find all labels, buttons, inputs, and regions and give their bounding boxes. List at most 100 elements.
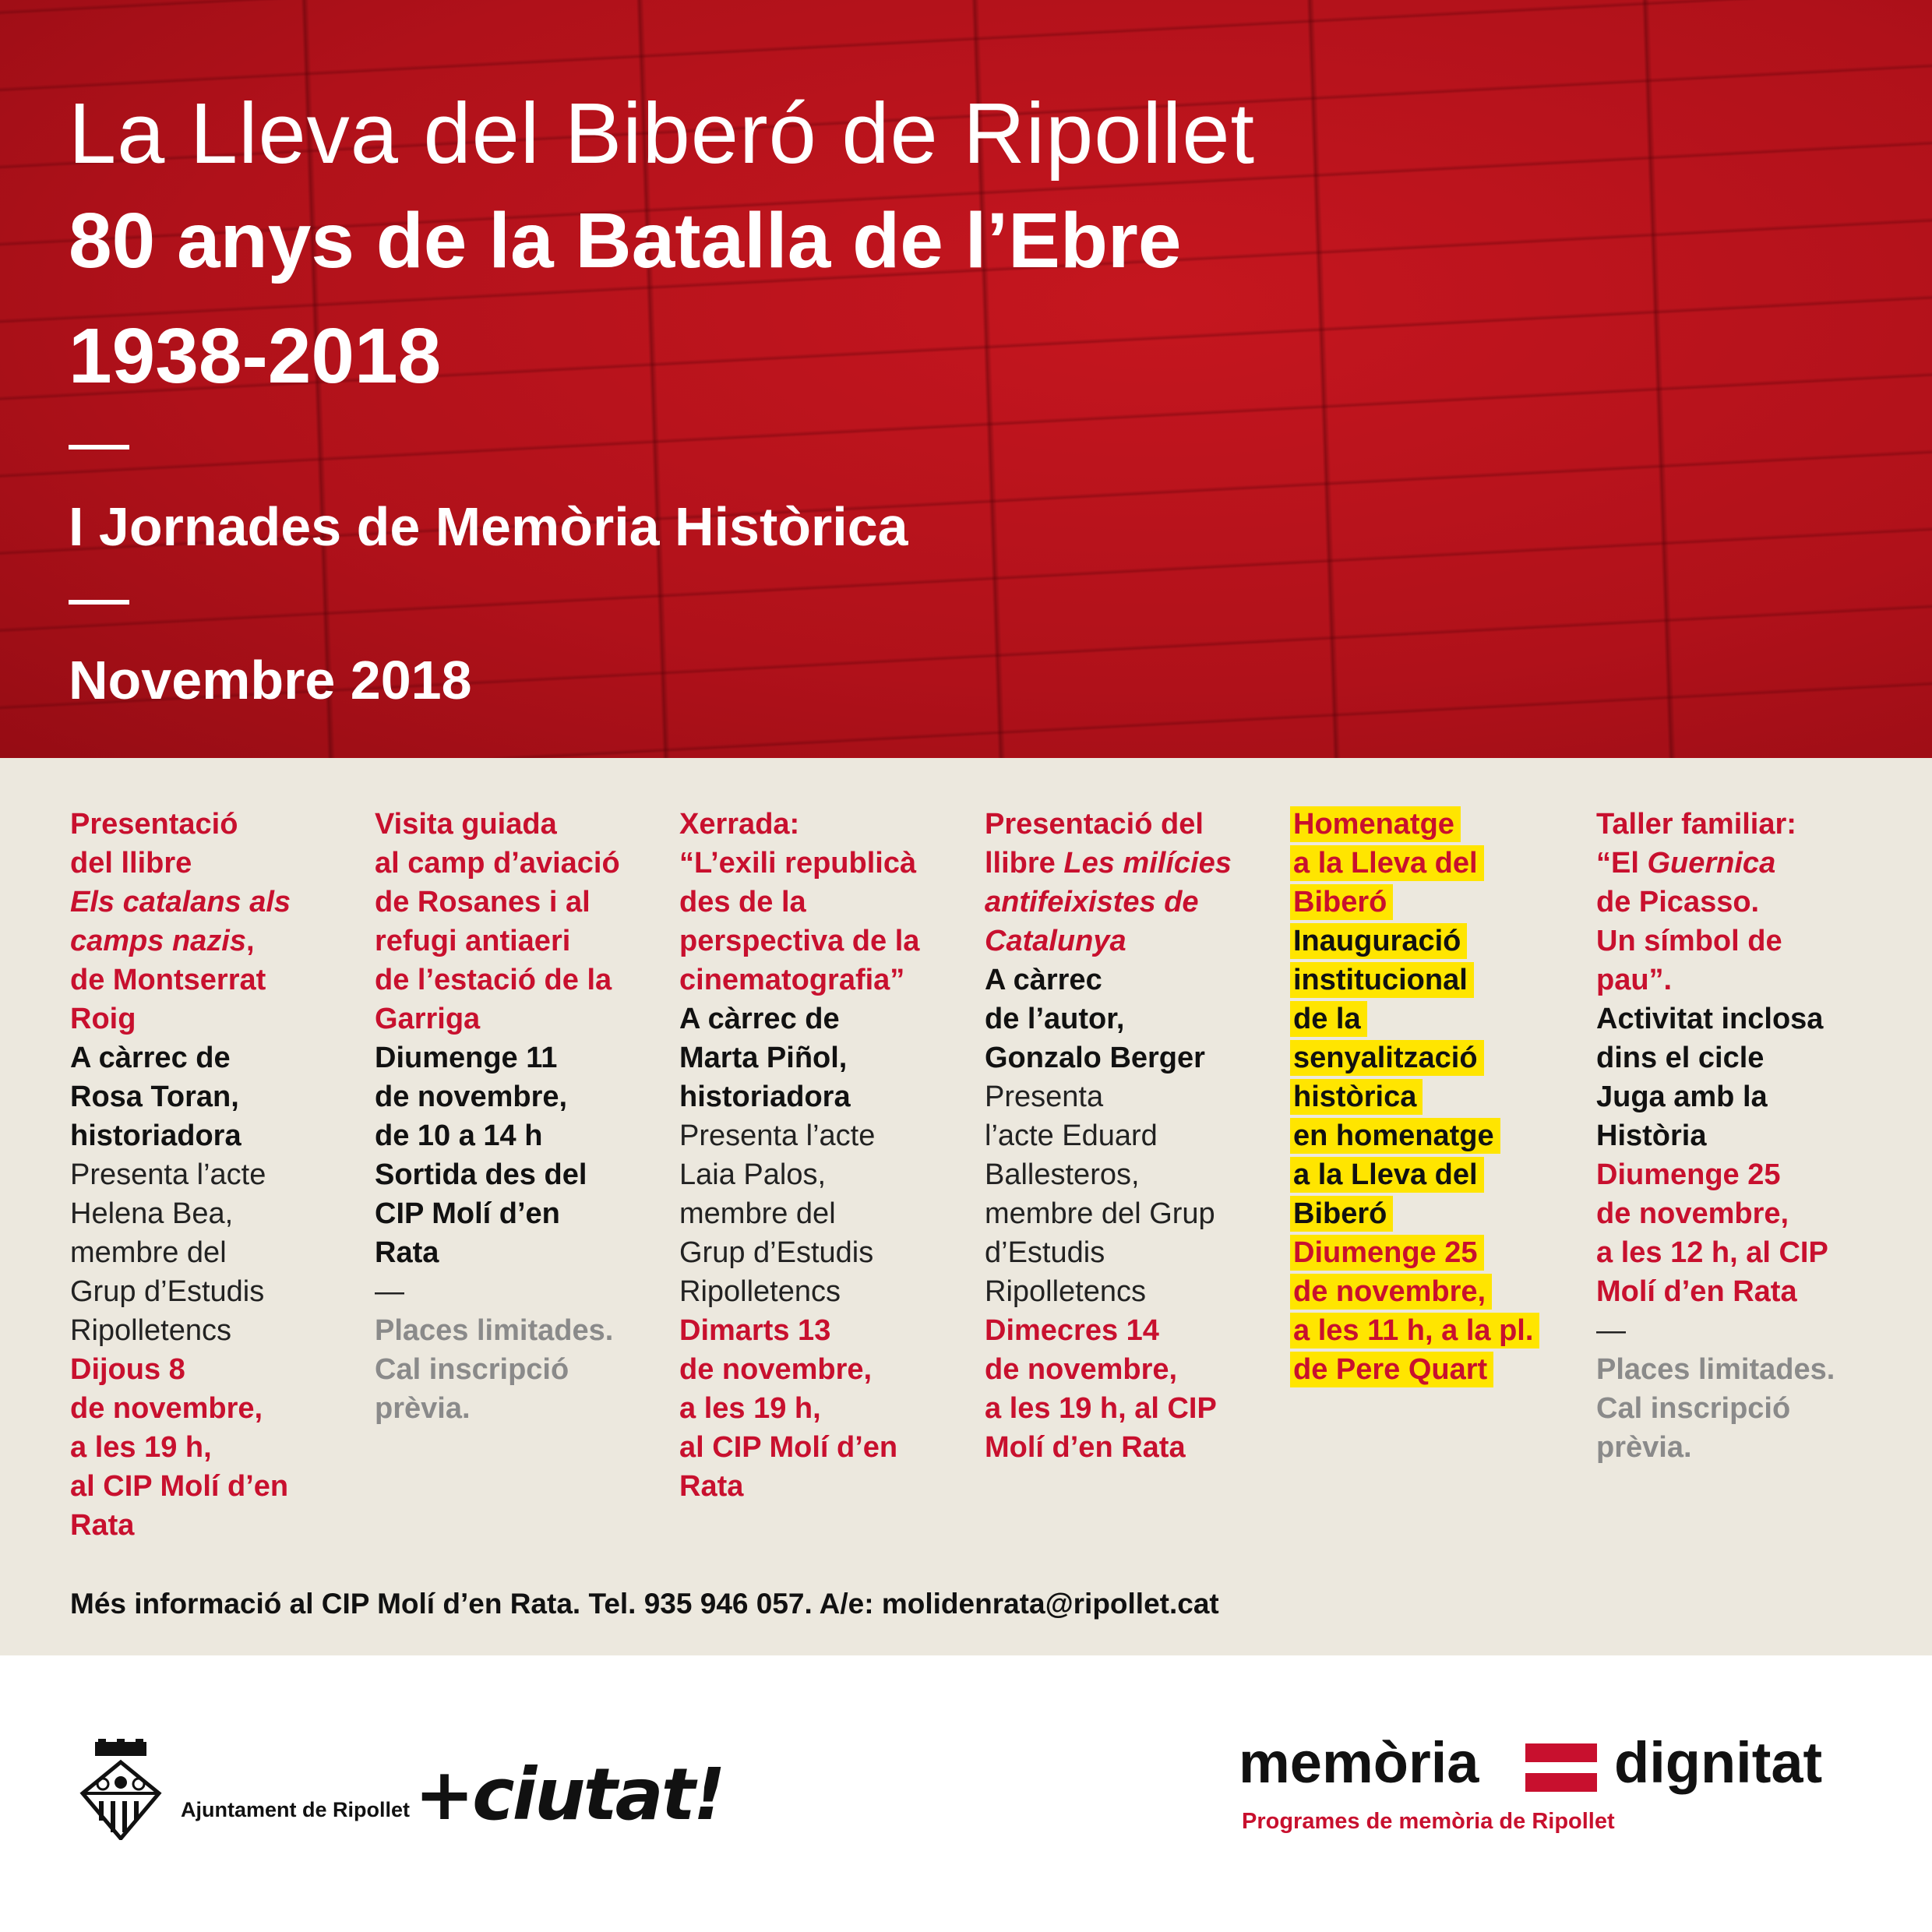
program-text: Dijous 8 <box>70 1353 185 1386</box>
program-text: al CIP Molí d’en <box>70 1470 289 1503</box>
program-text: Taller familiar: <box>1596 808 1796 841</box>
program-line: senyalització <box>1290 1038 1586 1077</box>
program-text: del llibre <box>70 847 192 880</box>
program-line: Rata <box>375 1233 671 1272</box>
program-line: perspectiva de la <box>679 922 975 961</box>
program-text: en homenatge <box>1290 1118 1500 1154</box>
program-column: Presentació del llibre Els catalans als cam… <box>70 805 366 1545</box>
program-line: Ripolletencs <box>679 1272 975 1311</box>
program-text: A càrrec de <box>70 1042 231 1074</box>
program-line: de novembre, <box>679 1350 975 1389</box>
program-line: Rata <box>679 1467 975 1506</box>
program-line: històrica <box>1290 1077 1586 1116</box>
brand-equals <box>1525 1743 1597 1803</box>
program-text: Rosa Toran, <box>70 1081 239 1113</box>
slogan: +ciutat! <box>414 1753 726 1836</box>
program-line: a les 11 h, a la pl. <box>1290 1311 1586 1350</box>
hero: La Lleva del Biberó de Ripollet 80 anys … <box>0 0 1932 758</box>
program-line: l’acte Eduard <box>985 1116 1281 1155</box>
program-text: Presenta l’acte <box>679 1119 876 1152</box>
program-line: a les 19 h, <box>679 1389 975 1428</box>
program-line: Diumenge 25 <box>1290 1233 1586 1272</box>
program-text: “El <box>1596 847 1648 880</box>
program-line: de Picasso. <box>1596 883 1892 922</box>
program-text: Molí d’en Rata <box>1596 1275 1797 1308</box>
program-line: Homenatge <box>1290 805 1586 844</box>
program-text: membre del <box>679 1197 836 1230</box>
program-text: refugi antiaeri <box>375 925 571 957</box>
program-line: Garriga <box>375 999 671 1038</box>
program-text: Juga amb la <box>1596 1081 1768 1113</box>
program-line: “L’exili republicà <box>679 844 975 883</box>
program-line: pau”. <box>1596 961 1892 999</box>
program-text: Presentació del <box>985 808 1204 841</box>
council-crest <box>79 1739 162 1840</box>
program-line: de novembre, <box>1290 1272 1586 1311</box>
program-text: prèvia. <box>375 1392 471 1425</box>
program-text: a la Lleva del <box>1290 1157 1484 1193</box>
program-line: Rosa Toran, <box>70 1077 366 1116</box>
program-line: Història <box>1596 1116 1892 1155</box>
program-line: Ballesteros, <box>985 1155 1281 1194</box>
program-column: Presentació del llibre Les milícies antife… <box>985 805 1281 1467</box>
program-line: Roig <box>70 999 366 1038</box>
program-line: Presenta l’acte <box>70 1155 366 1194</box>
program-text: a les 19 h, <box>70 1431 212 1464</box>
program-text: de novembre, <box>679 1353 873 1386</box>
program-text: membre del Grup <box>985 1197 1215 1230</box>
program-text: perspectiva de la <box>679 925 920 957</box>
program-line: Grup d’Estudis <box>679 1233 975 1272</box>
event-date: Novembre 2018 <box>69 650 472 710</box>
program-line: Presentació del <box>985 805 1281 844</box>
program-line: Ripolletencs <box>985 1272 1281 1311</box>
program-text: Helena Bea, <box>70 1197 234 1230</box>
program-line: a la Lleva del <box>1290 844 1586 883</box>
program-line: Rata <box>70 1506 366 1545</box>
program-text: de novembre, <box>985 1353 1178 1386</box>
program-text: Garriga <box>375 1003 481 1035</box>
program-text: de novembre, <box>70 1392 263 1425</box>
program-line: Catalunya <box>985 922 1281 961</box>
program-line: de novembre, <box>70 1389 366 1428</box>
program-text: llibre <box>985 847 1064 880</box>
program-line: Presentació <box>70 805 366 844</box>
program-line: Activitat inclosa <box>1596 999 1892 1038</box>
program-text: a les 19 h, al CIP <box>985 1392 1217 1425</box>
program-text: Grup d’Estudis <box>70 1275 265 1308</box>
subtitle: 80 anys de la Batalla de l’Ebre <box>69 197 1182 284</box>
program-line: Cal inscripció <box>375 1350 671 1389</box>
divider <box>69 600 129 605</box>
program-text: de Pere Quart <box>1290 1352 1494 1387</box>
program-line: en homenatge <box>1290 1116 1586 1155</box>
program-line: CIP Molí d’en <box>375 1194 671 1233</box>
program-line: prèvia. <box>1596 1428 1892 1467</box>
program-line: d’Estudis <box>985 1233 1281 1272</box>
program-line: des de la <box>679 883 975 922</box>
years: 1938-2018 <box>69 312 442 400</box>
program-text: Ripolletencs <box>679 1275 841 1308</box>
program-text: Els catalans als <box>70 886 291 918</box>
program-line: Sortida des del <box>375 1155 671 1194</box>
program-line: Places limitades. <box>1596 1350 1892 1389</box>
program-line: refugi antiaeri <box>375 922 671 961</box>
program-line: Laia Palos, <box>679 1155 975 1194</box>
program-text: Visita guiada <box>375 808 557 841</box>
program-text: Presentació <box>70 808 238 841</box>
program-line: A càrrec de <box>679 999 975 1038</box>
program-line: al camp d’aviació <box>375 844 671 883</box>
program-text: Ripolletencs <box>985 1275 1146 1308</box>
program-text: Les milícies <box>1063 847 1232 880</box>
program-line: — <box>375 1272 671 1311</box>
program-text: A càrrec de <box>679 1003 840 1035</box>
program-line: institucional <box>1290 961 1586 999</box>
program-text: , <box>246 925 255 957</box>
program <box>0 758 1932 1655</box>
program-text: de l’estació de la <box>375 964 612 996</box>
program-line: membre del <box>679 1194 975 1233</box>
program-text: Dimarts 13 <box>679 1314 831 1347</box>
program-column: Homenatge a la Lleva del Biberó Inauguració… <box>1290 805 1586 1389</box>
program-text: Presenta l’acte <box>70 1158 266 1191</box>
program-line: prèvia. <box>375 1389 671 1428</box>
program-text: historiadora <box>70 1119 242 1152</box>
